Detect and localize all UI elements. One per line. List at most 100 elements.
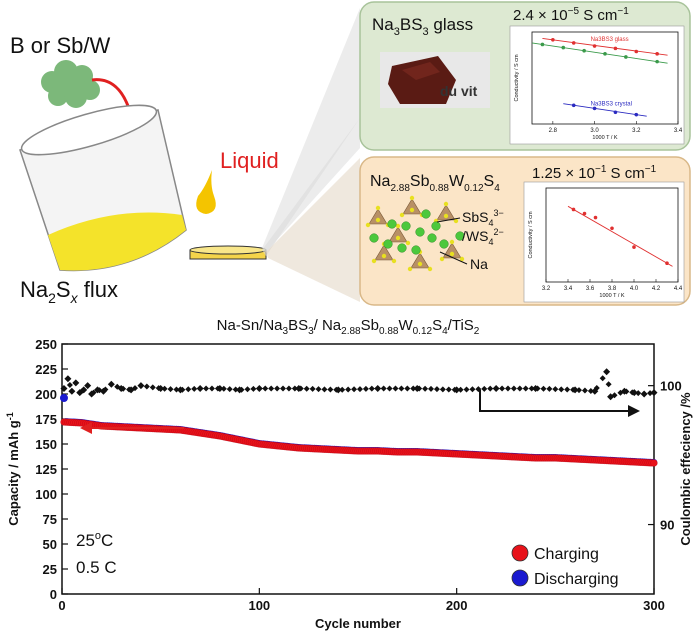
left-axis-arrow-icon xyxy=(80,422,184,434)
inset-y-label: Conductivity / S cm xyxy=(514,54,520,101)
efficiency-point xyxy=(457,386,464,393)
glass-inset-plot: 2.8 3.0 3.2 3.4 1000 T / K Conductivity / S c… xyxy=(514,31,683,141)
efficiency-point xyxy=(540,385,547,392)
efficiency-point xyxy=(196,384,204,392)
charging-point xyxy=(650,459,658,467)
sulfur-atom xyxy=(443,201,449,207)
efficiency-point xyxy=(591,387,599,395)
inset-point xyxy=(613,46,618,51)
sulfur-atom xyxy=(395,235,401,241)
x-tick-label: 200 xyxy=(446,598,468,613)
inset-x-tick-label: 4.0 xyxy=(630,286,639,292)
sulfur-atom xyxy=(459,256,465,262)
y-tick-label: 150 xyxy=(35,437,57,452)
efficiency-point xyxy=(576,387,583,394)
y-tick-label: 125 xyxy=(35,462,57,477)
efficiency-point xyxy=(635,390,642,397)
inset-x-tick-label: 3.8 xyxy=(608,286,617,292)
tetrahedron xyxy=(442,242,462,259)
y-tick-label: 25 xyxy=(43,562,57,577)
efficiency-point xyxy=(137,382,145,390)
sodium-atom xyxy=(411,245,421,255)
efficiency-point xyxy=(72,379,80,387)
inset-point xyxy=(634,112,639,117)
inset-point xyxy=(655,52,659,56)
efficiency-point xyxy=(295,384,303,392)
efficiency-point xyxy=(558,386,565,393)
legend-marker-charging xyxy=(511,544,529,562)
efficiency-point xyxy=(413,384,421,392)
sodium-atom xyxy=(415,227,425,237)
inset-x-tick-label: 3.4 xyxy=(564,286,573,292)
efficiency-point xyxy=(315,386,322,393)
sodium-atom xyxy=(427,233,437,243)
sulfur-atom xyxy=(365,222,371,228)
efficiency-point xyxy=(428,385,435,392)
sulfur-atom xyxy=(427,266,433,272)
efficiency-point xyxy=(492,384,500,392)
efficiency-point xyxy=(203,385,210,392)
sodium-atom xyxy=(421,209,431,219)
sulfur-atom xyxy=(417,261,423,267)
efficiency-point xyxy=(528,385,535,392)
connector-funnel xyxy=(262,8,360,252)
y2-tick-label: 90 xyxy=(660,518,674,533)
inset-x-tick-label: 2.8 xyxy=(549,128,558,134)
sodium-atom xyxy=(387,219,397,229)
sulfur-atom xyxy=(371,258,377,264)
crystal-structure-icon xyxy=(365,195,465,272)
efficiency-point xyxy=(226,386,233,393)
efficiency-point xyxy=(481,385,488,392)
efficiency-point xyxy=(368,385,375,392)
efficiency-point xyxy=(291,385,298,392)
efficiency-point xyxy=(617,389,624,396)
tetrahedron xyxy=(374,244,394,261)
efficiency-point xyxy=(66,381,73,388)
efficiency-point xyxy=(581,387,588,394)
efficiency-point xyxy=(356,386,363,393)
efficiency-point xyxy=(410,385,417,392)
efficiency-point xyxy=(351,386,358,393)
chart-title: Na-Sn/Na3BS3/ Na2.88Sb0.88W0.12S4/TiS2 xyxy=(217,317,480,337)
legend-label-discharging: Discharging xyxy=(534,571,618,588)
efficiency-point xyxy=(607,393,615,401)
inset-point xyxy=(571,41,576,45)
efficiency-point xyxy=(167,386,174,393)
glass-sample-photo: du vit xyxy=(380,52,490,108)
tetrahedron xyxy=(368,208,388,225)
x-tick-label: 100 xyxy=(248,598,270,613)
y-tick-label: 225 xyxy=(35,362,57,377)
efficiency-point xyxy=(268,385,275,392)
efficiency-point xyxy=(255,384,263,392)
efficiency-point xyxy=(362,385,369,392)
inset-point xyxy=(655,59,659,64)
efficiency-point xyxy=(244,386,251,393)
y-tick-label: 250 xyxy=(35,337,57,352)
inset-x-tick-label: 3.2 xyxy=(542,286,551,292)
x-tick-label: 0 xyxy=(58,598,65,613)
efficiency-point xyxy=(647,390,654,397)
efficiency-point xyxy=(80,386,88,394)
inset-point xyxy=(540,42,545,47)
sulfur-atom xyxy=(449,251,455,257)
inset-fit-line xyxy=(542,37,668,56)
y2-axis-label: Coulombic effeciency /% xyxy=(678,392,693,546)
temperature-annotation: 25oC xyxy=(76,530,113,550)
y-tick-label: 75 xyxy=(43,512,57,527)
efficiency-point xyxy=(161,385,168,392)
synthesis-schematic: B or Sb/W Na2Sx flux Liquid Na3BS3 glass… xyxy=(10,1,691,306)
main-plot-area: 0 25 50 75 100 125 150 175 200 225 250 0 100 200 300 90… xyxy=(35,337,681,613)
pellet-icon xyxy=(189,245,267,260)
efficiency-point xyxy=(84,382,92,390)
inset-x-tick-label: 3.0 xyxy=(590,128,599,134)
sulfur-atom xyxy=(443,213,449,219)
sodium-atom xyxy=(383,239,393,249)
efficiency-point xyxy=(280,385,287,392)
precursor-cloud-icon xyxy=(41,60,100,108)
sodium-atom xyxy=(397,243,407,253)
efficiency-point xyxy=(469,386,476,393)
efficiency-point xyxy=(99,387,107,395)
sb-panel-title: Na2.88Sb0.88W0.12S4 xyxy=(370,173,500,194)
sodium-atom xyxy=(369,233,379,243)
efficiency-point xyxy=(191,385,198,392)
